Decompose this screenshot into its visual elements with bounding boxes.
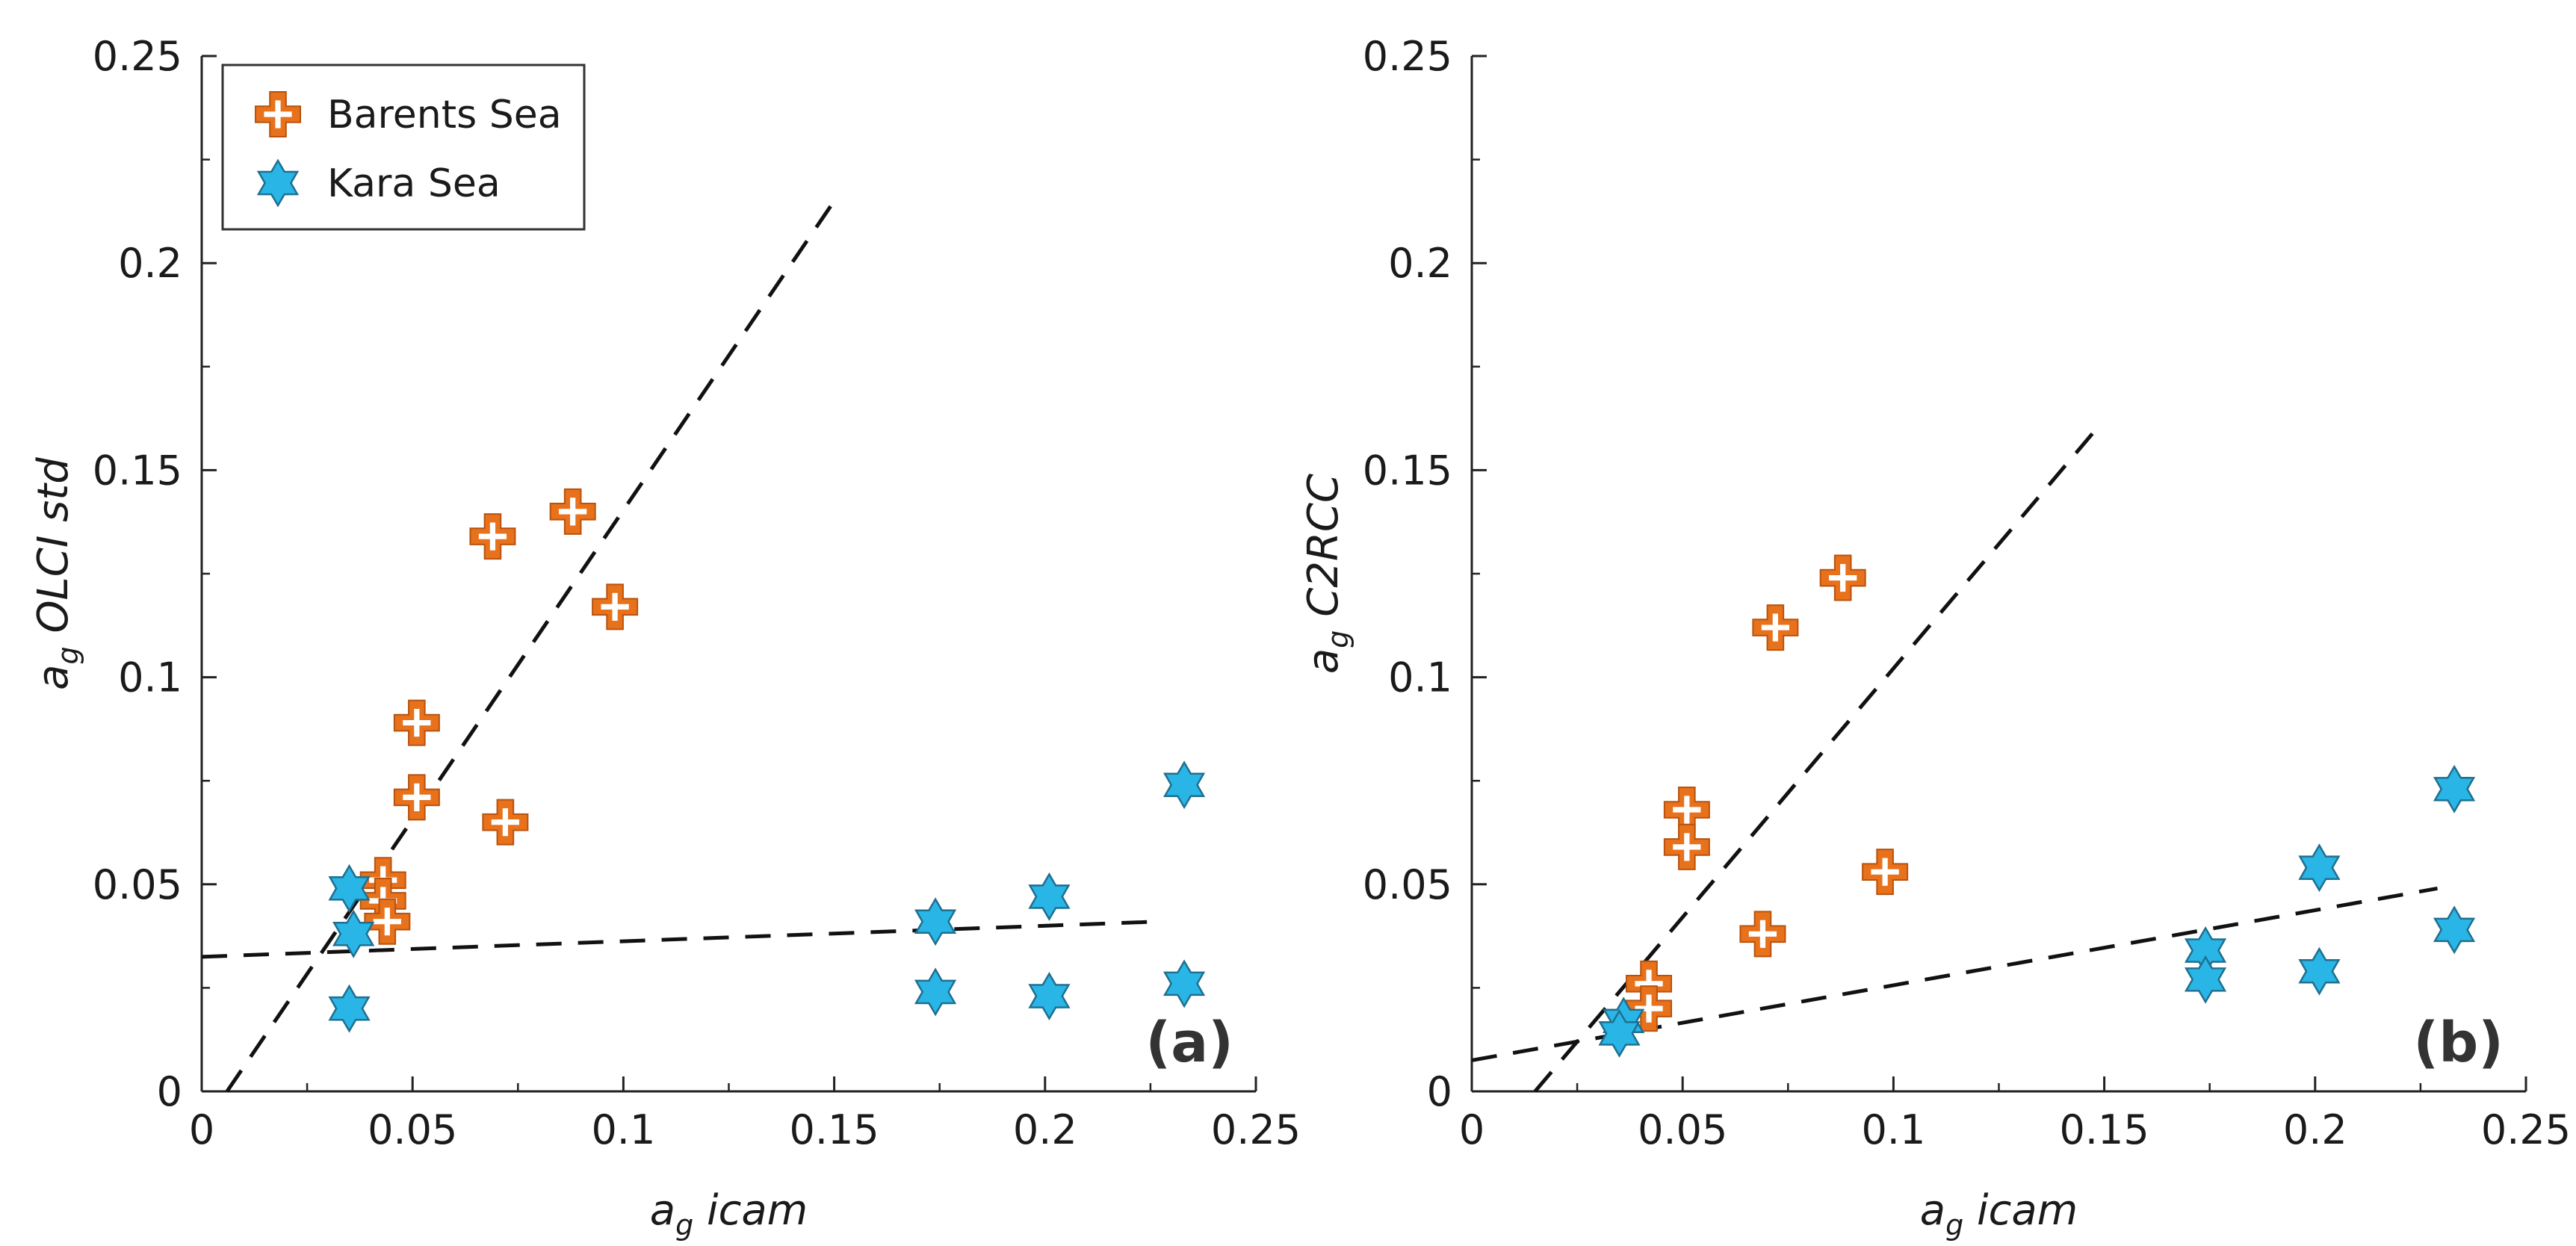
legend-label: Kara Sea (327, 161, 501, 206)
y-tick-label: 0.05 (93, 861, 182, 908)
data-point (2184, 955, 2227, 1004)
data-point (393, 699, 440, 746)
series-barents-sea (1626, 554, 1909, 1032)
x-tick-label: 0 (189, 1106, 214, 1153)
data-point (393, 774, 440, 821)
chart-panel-a: 0 0.05 0.1 0.15 0.2 0.25 0 0.05 0.1 0.15 0.2 0.25 ag… (29, 33, 1301, 1242)
data-point (2433, 905, 2476, 955)
x-tick-label: 0.15 (2059, 1106, 2149, 1153)
data-point (1162, 760, 1206, 810)
data-point (1739, 911, 1786, 958)
data-point (2433, 764, 2476, 813)
data-point (332, 909, 375, 958)
x-tick-label: 0.05 (368, 1106, 457, 1153)
y-tick-label: 0.15 (1363, 447, 1452, 494)
legend-box (221, 63, 586, 231)
x-tick-label: 0.1 (591, 1106, 655, 1153)
x-tick-label: 0.2 (2283, 1106, 2347, 1153)
x-tick-label: 0.05 (1638, 1106, 1727, 1153)
panel-label: (b) (2413, 1011, 2504, 1075)
data-point (2298, 843, 2341, 893)
data-point (592, 583, 639, 630)
y-tick-label: 0 (157, 1068, 182, 1115)
series-kara-sea (1598, 764, 2476, 1058)
x-tick-label: 0 (1459, 1106, 1484, 1153)
data-point (328, 864, 371, 913)
legend: Barents Sea Kara Sea (221, 63, 586, 231)
x-tick-label: 0.2 (1013, 1106, 1077, 1153)
y-tick-label: 0.25 (93, 33, 182, 80)
data-point (1862, 849, 1909, 896)
data-point (1028, 872, 1071, 921)
data-point (1819, 554, 1866, 601)
y-axis-label: ag C2RCC (1299, 474, 1354, 674)
fit-line (225, 199, 836, 1093)
data-point (364, 898, 411, 945)
series-kara-sea (328, 760, 1206, 1033)
data-point (328, 984, 371, 1033)
data-point (914, 967, 957, 1017)
y-tick-label: 0.25 (1363, 33, 1452, 80)
x-tick-label: 0.1 (1861, 1106, 1925, 1153)
data-point (549, 488, 596, 535)
x-tick-label: 0.25 (1211, 1106, 1301, 1153)
data-point (1663, 823, 1710, 870)
data-point (1626, 985, 1673, 1032)
y-tick-label: 0.2 (1388, 240, 1452, 287)
panel-label: (a) (1145, 1011, 1233, 1075)
legend-label: Barents Sea (327, 93, 562, 137)
data-point (1028, 972, 1071, 1020)
data-point (1752, 604, 1799, 651)
y-tick-label: 0.1 (118, 654, 182, 701)
x-axis-label: ag icam (1920, 1186, 2078, 1242)
legend-marker (256, 158, 300, 208)
data-point (1598, 1008, 1641, 1058)
y-tick-label: 0.15 (93, 447, 182, 494)
fit-line (1533, 423, 2102, 1093)
x-axis-label: ag icam (650, 1186, 808, 1242)
data-point (914, 897, 957, 946)
x-tick-label: 0.15 (789, 1106, 879, 1153)
legend-marker (255, 91, 301, 137)
data-point (1162, 959, 1206, 1008)
y-axis-label: ag OLCI std (29, 457, 84, 690)
y-tick-label: 0.05 (1363, 861, 1452, 908)
series-barents-sea (359, 488, 639, 945)
y-tick-label: 0 (1427, 1068, 1452, 1115)
data-point (469, 513, 516, 560)
fit-line (1471, 886, 2438, 1062)
data-point (482, 799, 529, 846)
y-tick-label: 0.2 (118, 240, 182, 287)
y-tick-label: 0.1 (1388, 654, 1452, 701)
x-tick-label: 0.25 (2481, 1106, 2571, 1153)
data-point (2298, 946, 2341, 996)
fit-line (201, 920, 1159, 959)
chart-panel-b: 0 0.05 0.1 0.15 0.2 0.25 0 0.05 0.1 0.15 0.2 0.25 ag… (1299, 33, 2571, 1242)
